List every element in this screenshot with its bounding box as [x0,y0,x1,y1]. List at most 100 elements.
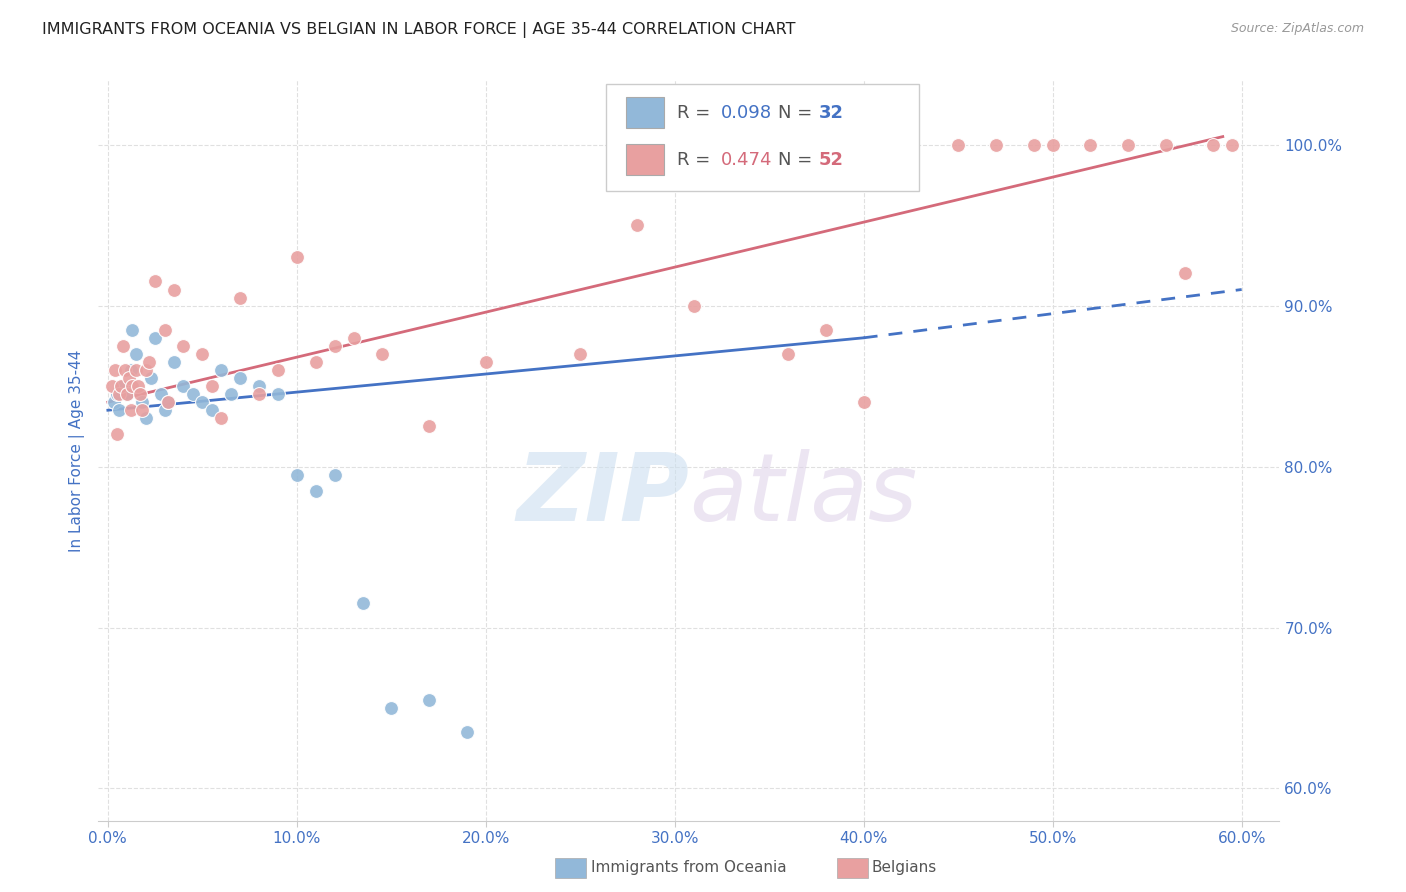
Point [475,355,498,369]
Point [1080,137,1102,152]
Point [121,323,143,337]
Point [305,355,328,369]
Text: R =: R = [678,151,716,169]
Point [121,379,143,393]
Point [456,725,478,739]
Point [163,283,186,297]
Point [127,379,149,393]
Point [108,403,131,417]
Point [110,379,132,393]
Point [371,347,394,361]
Point [267,387,290,401]
Point [569,347,592,361]
Point [285,467,308,482]
Text: Belgians: Belgians [872,861,936,875]
Point [141,371,163,385]
Point [120,403,142,417]
Point [143,275,166,289]
Point [149,387,172,401]
Point [778,347,800,361]
Point [209,363,232,377]
Point [209,411,232,425]
Point [111,379,134,393]
Point [157,395,180,409]
Point [108,387,131,401]
Point [219,387,242,401]
Point [120,363,142,377]
Point [181,387,204,401]
Point [342,331,364,345]
Point [1022,137,1045,152]
Point [323,467,346,482]
Text: IMMIGRANTS FROM OCEANIA VS BELGIAN IN LABOR FORCE | AGE 35-44 CORRELATION CHART: IMMIGRANTS FROM OCEANIA VS BELGIAN IN LA… [42,22,796,38]
Point [247,387,270,401]
Point [352,596,374,610]
Point [201,379,224,393]
Point [201,403,224,417]
Point [267,363,290,377]
Text: N =: N = [778,103,817,121]
Text: R =: R = [678,103,716,121]
Point [111,339,134,353]
Point [948,137,970,152]
Point [138,355,160,369]
Point [1116,137,1139,152]
Y-axis label: In Labor Force | Age 35-44: In Labor Force | Age 35-44 [69,350,84,551]
Point [380,701,402,715]
Point [191,395,214,409]
FancyBboxPatch shape [626,145,664,175]
Point [172,339,194,353]
Point [114,363,136,377]
Point [153,323,176,337]
Point [305,483,328,498]
Point [157,395,180,409]
Point [125,363,148,377]
Point [118,371,141,385]
Point [1174,267,1197,281]
Point [104,363,127,377]
Point [100,379,122,393]
Point [129,387,152,401]
Point [984,137,1007,152]
Point [682,299,704,313]
Point [285,250,308,264]
Point [1202,137,1225,152]
Text: 52: 52 [818,151,844,169]
Point [626,218,648,232]
Point [163,355,186,369]
Text: ZIP: ZIP [516,449,689,541]
Point [323,339,346,353]
Text: atlas: atlas [689,450,917,541]
Point [1154,137,1177,152]
Point [105,387,128,401]
FancyBboxPatch shape [606,84,920,191]
Text: Source: ZipAtlas.com: Source: ZipAtlas.com [1230,22,1364,36]
Point [135,363,157,377]
Point [153,403,176,417]
Point [131,395,153,409]
Point [1220,137,1243,152]
Point [229,371,252,385]
Point [103,395,125,409]
Point [418,693,440,707]
Text: Immigrants from Oceania: Immigrants from Oceania [591,861,786,875]
Point [229,291,252,305]
Point [814,323,837,337]
Point [418,419,440,434]
Point [131,403,153,417]
Point [105,427,128,442]
Point [135,411,157,425]
Text: 0.474: 0.474 [721,151,772,169]
Text: N =: N = [778,151,817,169]
Point [191,347,214,361]
Point [115,387,138,401]
FancyBboxPatch shape [626,97,664,128]
Point [1042,137,1064,152]
Point [143,331,166,345]
Point [125,347,148,361]
Point [115,387,138,401]
Text: 32: 32 [818,103,844,121]
Point [852,395,875,409]
Point [247,379,270,393]
Point [172,379,194,393]
